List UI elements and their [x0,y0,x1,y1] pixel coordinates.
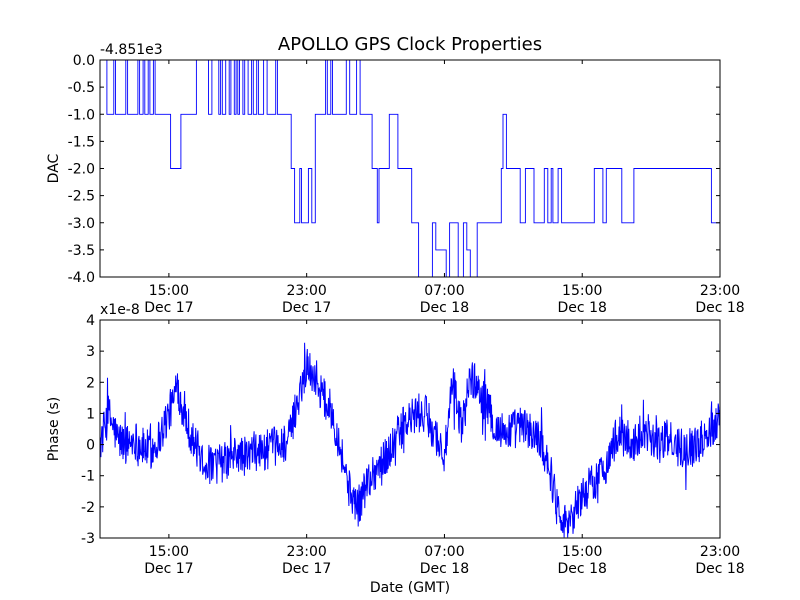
x-tick-time: 15:00 [562,283,602,299]
x-tick-date: Dec 17 [144,300,193,316]
x-tick-time: 07:00 [424,544,464,560]
y-tick-label: 0.0 [73,53,95,69]
y-tick-label: 4 [86,313,95,329]
y-tick-label: 1 [86,406,95,422]
dac-panel: 0.0 -0.5 -1.0 -1.5 -2.0 -2.5 -3.0 -3.5 -4.0 15:00… [46,42,745,316]
y-tick-label: -3 [81,531,95,547]
y-tick-label: -4.0 [68,270,95,286]
y-tick-label: -2 [81,500,95,516]
y-axis-label: Phase (s) [46,397,62,461]
x-tick-date: Dec 18 [420,300,469,316]
y-tick-label: 2 [86,375,95,391]
x-tick-date: Dec 17 [144,561,193,577]
axis-offset-label: x1e-8 [100,302,140,318]
y-tick-label: -1 [81,469,95,485]
axis-offset-label: -4.851e3 [100,42,163,58]
y-tick-label: -1.5 [68,134,95,150]
y-tick-label: -3.5 [68,243,95,259]
y-tick-label: 3 [86,344,95,360]
x-axis-label: Date (GMT) [370,580,450,596]
plot-frame [99,319,721,539]
x-tick-date: Dec 17 [282,300,331,316]
x-tick-date: Dec 18 [558,300,607,316]
x-tick-date: Dec 17 [282,561,331,577]
chart-title: APOLLO GPS Clock Properties [278,34,542,55]
y-tick-label: -1.0 [68,107,95,123]
y-tick-label: -2.0 [68,162,95,178]
x-tick-time: 15:00 [562,544,602,560]
x-tick-date: Dec 18 [695,561,744,577]
y-tick-label: 0 [86,438,95,454]
series-line [99,342,721,538]
x-tick-time: 15:00 [149,283,189,299]
x-tick-time: 23:00 [700,283,740,299]
y-axis-label: DAC [46,153,62,183]
x-tick-time: 23:00 [286,283,326,299]
x-tick-date: Dec 18 [420,561,469,577]
y-tick-label: -3.0 [68,216,95,232]
x-tick-time: 15:00 [149,544,189,560]
y-tick-label: -2.5 [68,189,95,205]
x-tick-time: 23:00 [700,544,740,560]
x-tick-date: Dec 18 [558,561,607,577]
x-tick-time: 07:00 [424,283,464,299]
x-tick-time: 23:00 [286,544,326,560]
y-tick-label: -0.5 [68,80,95,96]
x-tick-date: Dec 18 [695,300,744,316]
